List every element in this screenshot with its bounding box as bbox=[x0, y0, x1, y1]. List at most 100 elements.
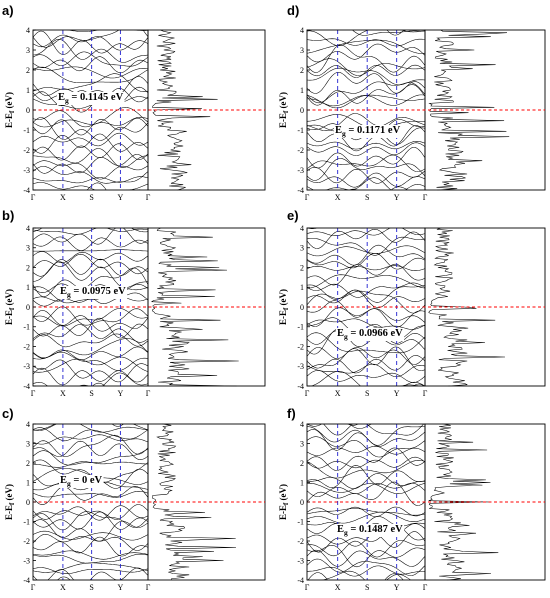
band-line bbox=[33, 567, 148, 574]
y-axis-label: E-Ef (eV) bbox=[4, 92, 16, 128]
y-tick-label: 2 bbox=[300, 263, 304, 272]
band-line bbox=[307, 289, 425, 308]
y-tick-label: 0 bbox=[300, 303, 304, 312]
y-tick-label: -2 bbox=[297, 537, 304, 546]
y-tick-label: -4 bbox=[297, 382, 304, 391]
band-lines bbox=[307, 30, 425, 190]
band-line bbox=[33, 30, 148, 55]
band-line bbox=[33, 16, 148, 27]
band-line bbox=[307, 456, 425, 469]
y-tick-label: 2 bbox=[26, 66, 30, 75]
y-tick-label: 3 bbox=[26, 244, 30, 253]
band-line bbox=[307, 355, 425, 374]
k-point-label: S bbox=[365, 389, 369, 398]
band-line bbox=[33, 160, 148, 180]
y-tick-label: -3 bbox=[297, 362, 304, 371]
band-line bbox=[307, 244, 425, 266]
y-tick-label: 1 bbox=[26, 478, 30, 487]
y-axis-label: E-Ef (eV) bbox=[4, 289, 16, 325]
band-line bbox=[307, 540, 425, 558]
y-tick-label: 3 bbox=[300, 46, 304, 55]
band-line bbox=[307, 506, 425, 517]
k-point-label: X bbox=[60, 583, 66, 592]
y-tick-label: 0 bbox=[26, 498, 30, 507]
band-line bbox=[33, 440, 148, 460]
band-line bbox=[62, 182, 142, 190]
band-line bbox=[307, 429, 425, 451]
k-point-label: Γ bbox=[423, 389, 428, 398]
y-tick-label: 4 bbox=[300, 26, 304, 35]
band-line bbox=[307, 481, 425, 506]
band-line bbox=[33, 30, 148, 48]
band-line bbox=[33, 107, 148, 128]
band-line bbox=[33, 372, 148, 386]
y-axis-label: E-Ef (eV) bbox=[278, 289, 290, 325]
band-gap-label: Eg = 0.1145 eV bbox=[58, 92, 124, 105]
k-point-label: S bbox=[89, 193, 93, 202]
band-gap-label-bg bbox=[334, 125, 402, 138]
panel-letter: f) bbox=[287, 406, 296, 421]
k-point-label: Γ bbox=[31, 193, 36, 202]
band-line bbox=[307, 43, 425, 63]
k-point-label: Y bbox=[394, 389, 400, 398]
dos-curve bbox=[152, 423, 237, 581]
band-line bbox=[307, 245, 425, 257]
y-tick-label: -4 bbox=[23, 576, 30, 585]
band-line bbox=[33, 324, 148, 343]
band-line bbox=[33, 317, 148, 339]
band-line bbox=[307, 67, 425, 86]
band-line bbox=[307, 426, 425, 446]
band-line bbox=[33, 491, 148, 498]
y-tick-label: 4 bbox=[300, 420, 304, 429]
band-line bbox=[307, 166, 425, 184]
band-line bbox=[307, 282, 425, 298]
band-line bbox=[307, 113, 425, 131]
k-point-label: Γ bbox=[146, 389, 151, 398]
band-line bbox=[307, 424, 425, 429]
band-gap-label-bg bbox=[59, 475, 104, 488]
y-tick-label: 1 bbox=[300, 283, 304, 292]
band-line bbox=[33, 251, 148, 264]
band-line bbox=[33, 286, 148, 304]
band-line bbox=[307, 511, 425, 524]
band-line bbox=[33, 228, 148, 235]
k-point-label: S bbox=[89, 389, 93, 398]
band-line bbox=[33, 133, 148, 154]
band-line bbox=[33, 461, 148, 468]
band-line bbox=[307, 508, 425, 516]
band-line bbox=[33, 176, 148, 184]
panel-letter: e) bbox=[287, 208, 299, 223]
band-line bbox=[307, 483, 425, 494]
y-tick-label: 0 bbox=[26, 303, 30, 312]
band-line bbox=[33, 154, 148, 174]
y-tick-label: 2 bbox=[26, 459, 30, 468]
band-line bbox=[33, 536, 148, 557]
band-line bbox=[33, 504, 148, 520]
y-tick-label: -3 bbox=[23, 362, 30, 371]
band-line bbox=[307, 228, 425, 229]
k-point-label: Γ bbox=[146, 583, 151, 592]
band-line bbox=[33, 249, 148, 252]
k-point-label: Γ bbox=[423, 193, 428, 202]
y-axis-label: E-Ef (eV) bbox=[278, 92, 290, 128]
band-line bbox=[307, 531, 425, 553]
band-line bbox=[33, 459, 148, 483]
band-line bbox=[33, 258, 148, 277]
band-gap-label: Eg = 0.1487 eV bbox=[337, 524, 403, 537]
band-line bbox=[33, 148, 148, 168]
panel-letter: b) bbox=[2, 208, 14, 223]
k-point-label: Γ bbox=[305, 389, 310, 398]
band-line bbox=[33, 228, 148, 245]
y-tick-label: 1 bbox=[300, 478, 304, 487]
band-line bbox=[307, 465, 425, 488]
band-line bbox=[307, 125, 425, 152]
band-line bbox=[33, 132, 148, 147]
y-axis-label: E-Ef (eV) bbox=[4, 484, 16, 520]
band-line bbox=[33, 424, 148, 433]
band-line bbox=[33, 333, 148, 348]
band-line bbox=[307, 446, 425, 456]
band-line bbox=[307, 172, 425, 188]
